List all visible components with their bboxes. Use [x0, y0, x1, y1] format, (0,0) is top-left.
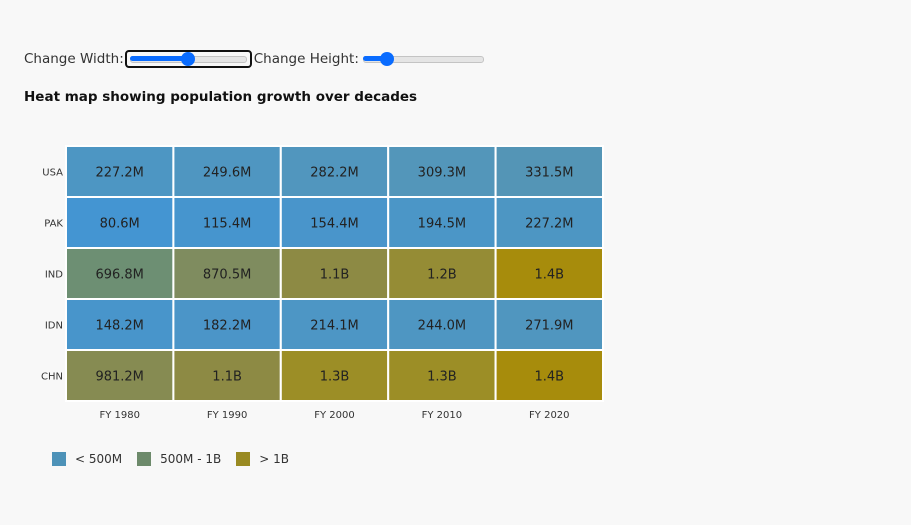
cell-label: 148.2M: [95, 319, 143, 334]
cell-label: 331.5M: [525, 166, 573, 181]
y-axis-label: IND: [45, 270, 63, 281]
heatmap-cell-pak-fy-2010[interactable]: [387, 196, 497, 249]
legend-swatch: [137, 452, 152, 466]
width-slider-fill: [129, 56, 189, 61]
cell-label: 696.8M: [95, 268, 143, 283]
cell-label: 870.5M: [203, 268, 251, 283]
heatmap-cell-ind-fy-2020[interactable]: [494, 247, 605, 300]
y-axis-label: CHN: [41, 372, 63, 383]
cell-label: 1.2B: [427, 268, 457, 283]
legend-label: < 500M: [75, 452, 123, 466]
legend-item[interactable]: > 1B: [236, 452, 289, 466]
cell-label: 1.3B: [427, 370, 457, 385]
heatmap-cell-chn-fy-1980[interactable]: [65, 349, 175, 402]
legend-item[interactable]: < 500M: [52, 452, 122, 466]
heatmap-cell-chn-fy-1990[interactable]: [172, 349, 282, 402]
cell-label: 214.1M: [310, 319, 358, 334]
y-axis-label: IDN: [45, 321, 63, 332]
heatmap-cell-pak-fy-1990[interactable]: [172, 196, 282, 249]
width-slider[interactable]: [124, 50, 252, 68]
cell-label: 1.4B: [535, 370, 565, 385]
size-controls: Change Width: Change Height:: [24, 48, 489, 70]
heatmap-cell-ind-fy-2010[interactable]: [387, 247, 497, 300]
cell-label: 1.3B: [320, 370, 350, 385]
x-axis-label: FY 2000: [314, 410, 355, 421]
cell-label: 154.4M: [310, 217, 358, 232]
x-axis-label: FY 2010: [422, 410, 463, 421]
height-slider-fill: [362, 56, 388, 61]
chart-legend: < 500M 500M - 1B > 1B: [52, 452, 304, 466]
heatmap-cell-pak-fy-2020[interactable]: [494, 196, 605, 249]
cell-label: 194.5M: [418, 217, 466, 232]
cell-label: 80.6M: [100, 217, 140, 232]
heatmap-cell-usa-fy-2000[interactable]: [279, 145, 390, 198]
width-slider-label: Change Width:: [24, 51, 124, 67]
width-slider-thumb[interactable]: [181, 52, 196, 66]
legend-label: 500M - 1B: [160, 452, 222, 466]
height-slider[interactable]: [360, 50, 487, 68]
cell-label: 182.2M: [203, 319, 251, 334]
cell-label: 227.2M: [525, 217, 573, 232]
legend-swatch: [52, 452, 66, 466]
cell-label: 244.0M: [418, 319, 466, 334]
heatmap-cell-idn-fy-1990[interactable]: [172, 298, 282, 351]
heatmap-cell-chn-fy-2020[interactable]: [494, 349, 605, 402]
cell-label: 309.3M: [418, 166, 466, 181]
heatmap-cell-idn-fy-2000[interactable]: [279, 298, 390, 351]
cell-label: 1.1B: [320, 268, 350, 283]
cell-label: 282.2M: [310, 166, 358, 181]
heatmap-cell-idn-fy-2010[interactable]: [387, 298, 497, 351]
heatmap-cell-chn-fy-2010[interactable]: [387, 349, 497, 402]
heatmap-cell-idn-fy-2020[interactable]: [494, 298, 605, 351]
height-slider-label: Change Height:: [253, 51, 359, 67]
heatmap-cell-ind-fy-1980[interactable]: [65, 247, 175, 300]
chart-title: Heat map showing population growth over …: [24, 89, 418, 105]
cell-label: 1.1B: [212, 370, 242, 385]
cell-label: 115.4M: [203, 217, 251, 232]
height-slider-thumb[interactable]: [380, 52, 395, 66]
x-axis-label: FY 1990: [207, 410, 248, 421]
x-axis-label: FY 1980: [99, 410, 140, 421]
heatmap-cell-chn-fy-2000[interactable]: [279, 349, 390, 402]
legend-label: > 1B: [259, 452, 289, 466]
legend-swatch: [236, 452, 251, 466]
legend-item[interactable]: 500M - 1B: [137, 452, 221, 466]
y-axis-label: PAK: [44, 219, 63, 230]
cell-label: 249.6M: [203, 166, 251, 181]
x-axis-label: FY 2020: [529, 410, 570, 421]
y-axis-label: USA: [42, 168, 63, 179]
cell-label: 271.9M: [525, 319, 573, 334]
heatmap-cell-usa-fy-1980[interactable]: [65, 145, 175, 198]
cell-label: 1.4B: [535, 268, 565, 283]
cell-label: 227.2M: [95, 166, 143, 181]
heatmap-cell-ind-fy-2000[interactable]: [279, 247, 390, 300]
heatmap-cell-usa-fy-2020[interactable]: [494, 145, 605, 198]
cell-label: 981.2M: [95, 370, 143, 385]
heatmap-cell-idn-fy-1980[interactable]: [65, 298, 175, 351]
